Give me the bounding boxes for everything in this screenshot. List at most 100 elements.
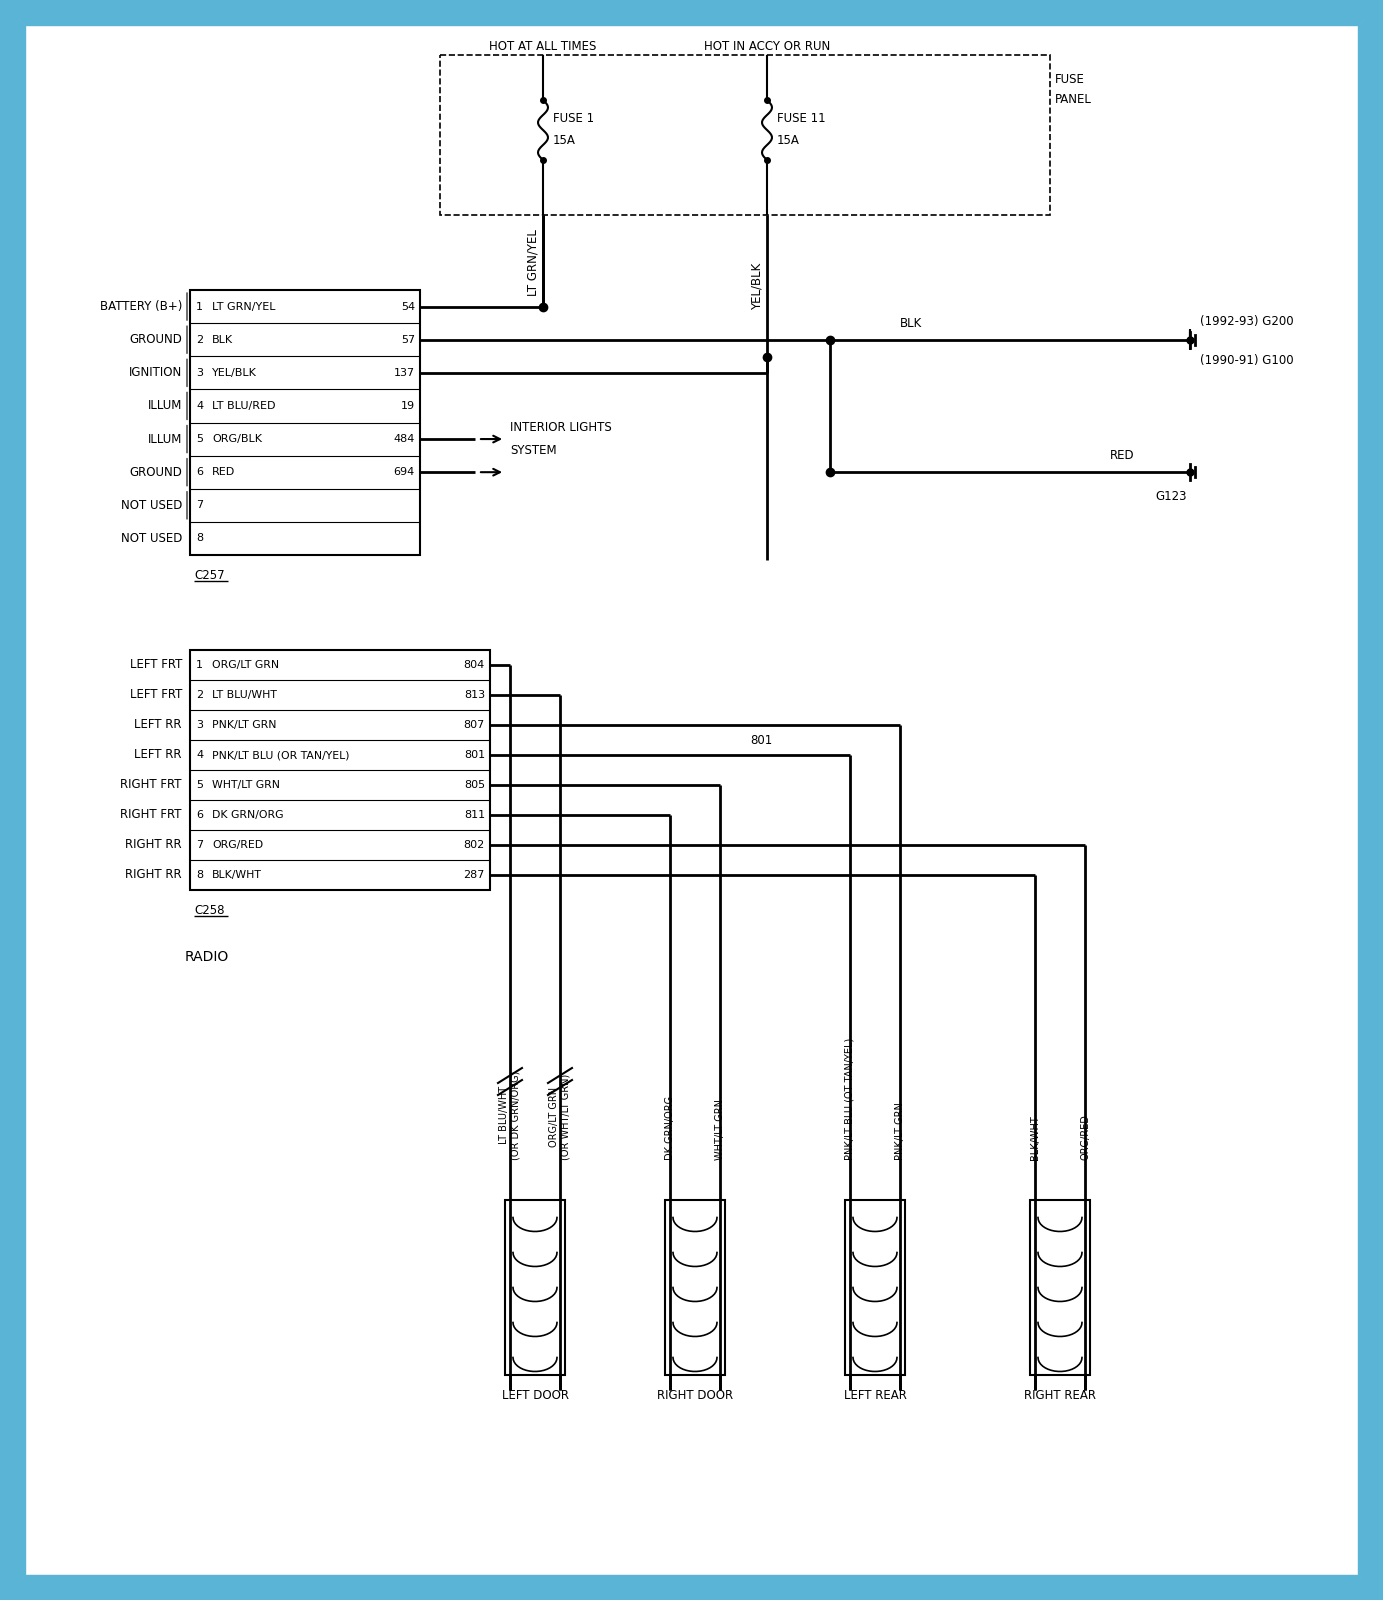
Text: 137: 137 [394,368,415,378]
Text: RIGHT FRT: RIGHT FRT [120,808,183,821]
Text: 8: 8 [196,870,203,880]
Text: 2: 2 [196,334,203,344]
Text: C258: C258 [194,904,224,917]
Text: 57: 57 [401,334,415,344]
Text: 1: 1 [196,659,203,670]
Text: INTERIOR LIGHTS: INTERIOR LIGHTS [510,421,611,434]
Text: PNK/LT GRN: PNK/LT GRN [895,1102,904,1160]
Text: 3: 3 [196,720,203,730]
Text: 7: 7 [196,840,203,850]
Text: RIGHT RR: RIGHT RR [126,838,183,851]
Text: YEL/BLK: YEL/BLK [212,368,257,378]
Text: LEFT REAR: LEFT REAR [844,1389,906,1402]
Text: GROUND: GROUND [129,333,183,346]
Text: 6: 6 [196,467,203,477]
Bar [665,1200,725,1374]
Text: DK GRN/ORG: DK GRN/ORG [665,1096,675,1160]
Text: 484: 484 [394,434,415,445]
Text: ORG/LT GRN
(OR WHT/LT GRN): ORG/LT GRN (OR WHT/LT GRN) [549,1074,571,1160]
Text: WHT/LT GRN: WHT/LT GRN [212,781,279,790]
Text: 8: 8 [196,533,203,544]
Bar [1030,1200,1090,1374]
Text: RED: RED [1111,450,1134,462]
Text: PNK/LT GRN: PNK/LT GRN [212,720,277,730]
Text: YEL/BLK: YEL/BLK [751,262,763,310]
Text: LT BLU/WHT
(OR DK GRN/ORG): LT BLU/WHT (OR DK GRN/ORG) [499,1070,521,1160]
Text: 801: 801 [750,734,772,747]
Text: FUSE: FUSE [1055,74,1084,86]
Text: LEFT FRT: LEFT FRT [130,659,183,672]
Text: WHT/LT GRN: WHT/LT GRN [715,1099,725,1160]
Text: LT GRN/YEL: LT GRN/YEL [527,229,539,296]
Text: ORG/BLK: ORG/BLK [212,434,261,445]
Text: RADIO: RADIO [185,950,230,963]
Text: ORG/RED: ORG/RED [1080,1114,1090,1160]
Text: NOT USED: NOT USED [120,531,183,546]
Text: 813: 813 [463,690,485,701]
Text: C257: C257 [194,570,224,582]
Text: DK GRN/ORG: DK GRN/ORG [212,810,284,819]
Bar [845,1200,904,1374]
Bar [505,1200,566,1374]
Text: BLK: BLK [212,334,234,344]
Text: LEFT RR: LEFT RR [134,749,183,762]
Text: ILLUM: ILLUM [148,432,183,445]
Text: RIGHT RR: RIGHT RR [126,869,183,882]
Text: PANEL: PANEL [1055,93,1091,106]
Text: 15A: 15A [777,133,799,147]
Bar [440,54,1050,214]
Text: 5: 5 [196,434,203,445]
Text: 694: 694 [394,467,415,477]
Text: 801: 801 [463,750,485,760]
Text: ORG/LT GRN: ORG/LT GRN [212,659,279,670]
Text: HOT IN ACCY OR RUN: HOT IN ACCY OR RUN [704,40,830,53]
Text: PNK/LT BLU (OR TAN/YEL): PNK/LT BLU (OR TAN/YEL) [212,750,350,760]
Text: FUSE 1: FUSE 1 [553,112,595,125]
Text: RED: RED [212,467,235,477]
Text: PNK/LT BLU (OT TAN/YEL): PNK/LT BLU (OT TAN/YEL) [845,1038,855,1160]
Text: 5: 5 [196,781,203,790]
Text: 2: 2 [196,690,203,701]
Text: 6: 6 [196,810,203,819]
Text: 802: 802 [463,840,485,850]
Text: 54: 54 [401,301,415,312]
Text: RIGHT DOOR: RIGHT DOOR [657,1389,733,1402]
Text: SYSTEM: SYSTEM [510,445,556,458]
Text: BLK: BLK [900,317,922,330]
Text: RIGHT FRT: RIGHT FRT [120,779,183,792]
Text: LEFT FRT: LEFT FRT [130,688,183,701]
Text: ORG/RED: ORG/RED [212,840,263,850]
Text: 3: 3 [196,368,203,378]
Text: BLK/WHT: BLK/WHT [1030,1115,1040,1160]
Text: G123: G123 [1155,490,1187,502]
Text: HOT AT ALL TIMES: HOT AT ALL TIMES [490,40,596,53]
Text: 807: 807 [463,720,485,730]
Bar [189,290,420,555]
Text: LEFT DOOR: LEFT DOOR [502,1389,568,1402]
Text: LT BLU/RED: LT BLU/RED [212,402,275,411]
Text: IGNITION: IGNITION [129,366,183,379]
Text: 15A: 15A [553,133,575,147]
Text: LT GRN/YEL: LT GRN/YEL [212,301,275,312]
Text: (1990-91) G100: (1990-91) G100 [1200,354,1293,366]
Text: 805: 805 [463,781,485,790]
Text: BATTERY (B+): BATTERY (B+) [100,301,183,314]
Bar [189,650,490,890]
Text: NOT USED: NOT USED [120,499,183,512]
Text: ILLUM: ILLUM [148,400,183,413]
Text: 804: 804 [463,659,485,670]
Text: (1992-93) G200: (1992-93) G200 [1200,315,1293,328]
Text: 811: 811 [463,810,485,819]
Text: 4: 4 [196,402,203,411]
Text: LEFT RR: LEFT RR [134,718,183,731]
Text: BLK/WHT: BLK/WHT [212,870,261,880]
Text: 7: 7 [196,501,203,510]
Text: RIGHT REAR: RIGHT REAR [1023,1389,1095,1402]
Text: FUSE 11: FUSE 11 [777,112,826,125]
Text: 1: 1 [196,301,203,312]
Text: 4: 4 [196,750,203,760]
Text: 19: 19 [401,402,415,411]
Text: 287: 287 [463,870,485,880]
Text: LT BLU/WHT: LT BLU/WHT [212,690,277,701]
Text: GROUND: GROUND [129,466,183,478]
